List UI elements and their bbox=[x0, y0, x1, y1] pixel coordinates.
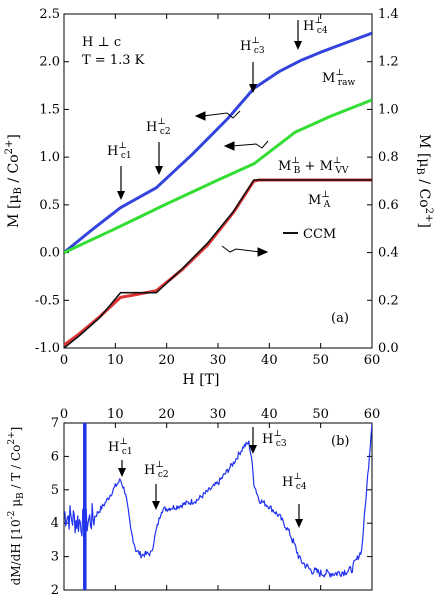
y-tick-label-right: 0.6 bbox=[378, 198, 399, 213]
axis-arrow-mb bbox=[223, 140, 269, 151]
y-tick-label-b: 7 bbox=[51, 416, 59, 431]
x-tick-label-b: 40 bbox=[261, 407, 278, 422]
svg-text:H⊥c1: H⊥ c1 bbox=[107, 141, 132, 161]
y-tick-label-b: 3 bbox=[51, 550, 59, 565]
x-axis-label-a: H [T] bbox=[183, 372, 220, 388]
y-tick-label-right: 1.0 bbox=[378, 102, 399, 117]
marker-hc2-b: H⊥ c2 bbox=[144, 460, 169, 510]
y-tick-label-left: 2.5 bbox=[39, 7, 60, 22]
y-tick-label-b: 5 bbox=[51, 483, 59, 498]
y-axis-label-b: dM/dH [10-2 μB / T / Co2+] bbox=[7, 427, 26, 586]
label-m-raw: M⊥ raw bbox=[322, 68, 355, 88]
x-tick-label-a: 0 bbox=[60, 353, 68, 368]
x-tick-label-b: 50 bbox=[312, 407, 329, 422]
label-ma: M⊥ A bbox=[308, 190, 331, 210]
x-tick-label-a: 40 bbox=[261, 353, 278, 368]
x-tick-label-a: 60 bbox=[364, 353, 381, 368]
svg-text:H⊥c2: H⊥ c2 bbox=[146, 117, 171, 137]
y-tick-label-left: 1.0 bbox=[39, 150, 60, 165]
x-tick-label-a: 30 bbox=[210, 353, 227, 368]
marker-hc1-b: H⊥ c1 bbox=[108, 437, 133, 477]
y-tick-label-left: -0.5 bbox=[35, 293, 60, 308]
y-tick-label-left: -1.0 bbox=[35, 341, 60, 356]
y-tick-label-b: 2 bbox=[51, 583, 59, 598]
series-m-b-m-vv bbox=[64, 98, 372, 254]
y-tick-label-right: 0.0 bbox=[378, 341, 399, 356]
panel-a-label: (a) bbox=[331, 311, 349, 326]
svg-text:H⊥c3: H⊥ c3 bbox=[262, 429, 287, 449]
y-tick-label-right: 0.8 bbox=[378, 150, 399, 165]
y-tick-label-right: 1.2 bbox=[378, 55, 399, 70]
y-tick-label-right: 0.4 bbox=[378, 246, 399, 261]
y-tick-label-left: 0.0 bbox=[39, 246, 60, 261]
series-m-raw bbox=[64, 31, 372, 254]
x-tick-label-b: 0 bbox=[60, 407, 68, 422]
label-mb-mvv: M⊥ B + M⊥ VV bbox=[278, 156, 349, 176]
series-dm-dh bbox=[64, 423, 372, 578]
panel-a: 0 10 20 30 40 50 60 -1.0 -0.5 0.0 0.5 1.0 1.5 2.0 2.5 0… bbox=[4, 7, 434, 388]
x-tick-label-b: 10 bbox=[107, 407, 124, 422]
condition-temperature: T = 1.3 K bbox=[82, 53, 145, 68]
x-tick-label-a: 20 bbox=[158, 353, 175, 368]
y-tick-label-left: 1.5 bbox=[39, 102, 60, 117]
series-ccm bbox=[64, 179, 372, 348]
panel-b-label: (b) bbox=[331, 434, 349, 449]
svg-text:H⊥c3: H⊥ c3 bbox=[240, 36, 265, 56]
y-axis-label-left: M [μB / Co2+] bbox=[4, 134, 24, 228]
svg-text:H⊥c2: H⊥ c2 bbox=[144, 460, 169, 480]
y-axis-label-right: M [μB / Co2+] bbox=[414, 134, 434, 228]
svg-text:H⊥c1: H⊥ c1 bbox=[108, 437, 133, 457]
x-tick-label-a: 10 bbox=[107, 353, 124, 368]
y-tick-label-right: 0.2 bbox=[378, 293, 399, 308]
marker-hc1-a: H⊥ c1 bbox=[107, 141, 132, 200]
legend-ccm-label: CCM bbox=[303, 227, 336, 242]
x-tick-label-b: 20 bbox=[158, 407, 175, 422]
marker-hc2-a: H⊥ c2 bbox=[146, 117, 171, 175]
x-tick-label-b: 60 bbox=[364, 407, 381, 422]
y-tick-label-left: 2.0 bbox=[39, 55, 60, 70]
y-tick-label-b: 4 bbox=[51, 516, 59, 531]
marker-hc4-b: H⊥ c4 bbox=[282, 472, 307, 528]
axis-arrow-m-raw bbox=[194, 110, 241, 121]
axis-arrow-ma bbox=[221, 245, 269, 257]
x-tick-label-a: 50 bbox=[312, 353, 329, 368]
y-tick-label-left: 0.5 bbox=[39, 198, 60, 213]
condition-field: H ⊥ c bbox=[82, 35, 121, 50]
y-tick-label-right: 1.4 bbox=[378, 7, 399, 22]
panel-b: 0 10 20 30 40 50 60 2 3 4 5 6 7 (b) H⊥ c1 H⊥ c2 H⊥ c3 H… bbox=[7, 407, 380, 598]
marker-hc3-b: H⊥ c3 bbox=[249, 427, 287, 454]
svg-text:H⊥c4: H⊥ c4 bbox=[303, 16, 328, 36]
marker-hc4-a: H⊥ c4 bbox=[294, 16, 328, 50]
y-tick-label-b: 6 bbox=[51, 449, 59, 464]
x-tick-label-b: 30 bbox=[210, 407, 227, 422]
svg-text:H⊥c4: H⊥ c4 bbox=[282, 472, 307, 492]
